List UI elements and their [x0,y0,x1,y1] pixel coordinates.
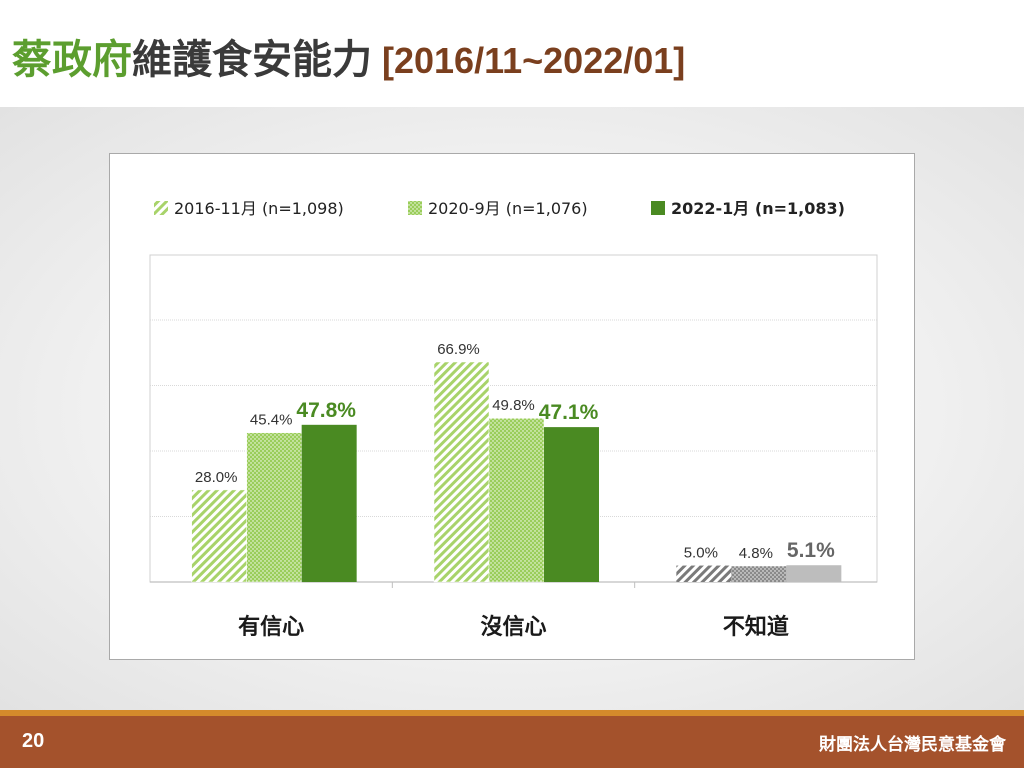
category-label: 有信心 [238,614,304,640]
bar-chart: 2016-11月 (n=1,098) 2020-9月 (n=1,076) 2022-… [149,199,878,640]
bar [488,417,545,583]
legend-label: 2020-9月 (n=1,076) [428,199,588,218]
plot-area: 28.0% 45.4% 47.8% 有信心 66.9% 49.8% 47.1% 沒信心 5.0%… [149,254,878,640]
data-label: 4.8% [739,545,773,562]
title-part-2: 維護食安能力 [132,37,372,83]
data-label: 28.0% [195,469,238,486]
organization-name: 財團法人台灣民意基金會 [819,735,1006,755]
data-label: 66.9% [437,341,480,358]
page-number: 20 [22,730,45,752]
data-label: 47.1% [539,401,599,424]
data-label: 45.4% [250,412,293,429]
footer-bar [0,716,1024,768]
data-label: 5.1% [787,539,835,562]
slide-title: 蔡政府維護食安能力 [2016/11~2022/01] [12,30,685,90]
footer-accent-line [0,710,1024,716]
bar [676,565,732,582]
legend-swatch [408,201,422,215]
legend-swatch [651,201,665,215]
chart-container: 2016-11月 (n=1,098) 2020-9月 (n=1,076) 2022-… [109,153,915,660]
bar [544,427,599,582]
bar [433,361,490,583]
title-date-range: [2016/11~2022/01] [382,40,686,81]
title-part-1: 蔡政府 [12,37,132,83]
bar [191,489,247,583]
bar [731,566,787,582]
bar [301,424,357,582]
data-label: 5.0% [684,545,718,562]
chart-legend: 2016-11月 (n=1,098) 2020-9月 (n=1,076) 2022-… [154,199,845,218]
legend-label: 2016-11月 (n=1,098) [174,199,344,218]
data-label: 49.8% [492,397,535,414]
category-label: 不知道 [723,614,789,640]
bar [246,432,302,583]
legend-swatch [154,201,168,215]
legend-label: 2022-1月 (n=1,083) [671,199,845,218]
data-label: 47.8% [296,399,356,422]
category-label: 沒信心 [480,614,546,640]
bar [786,565,842,582]
